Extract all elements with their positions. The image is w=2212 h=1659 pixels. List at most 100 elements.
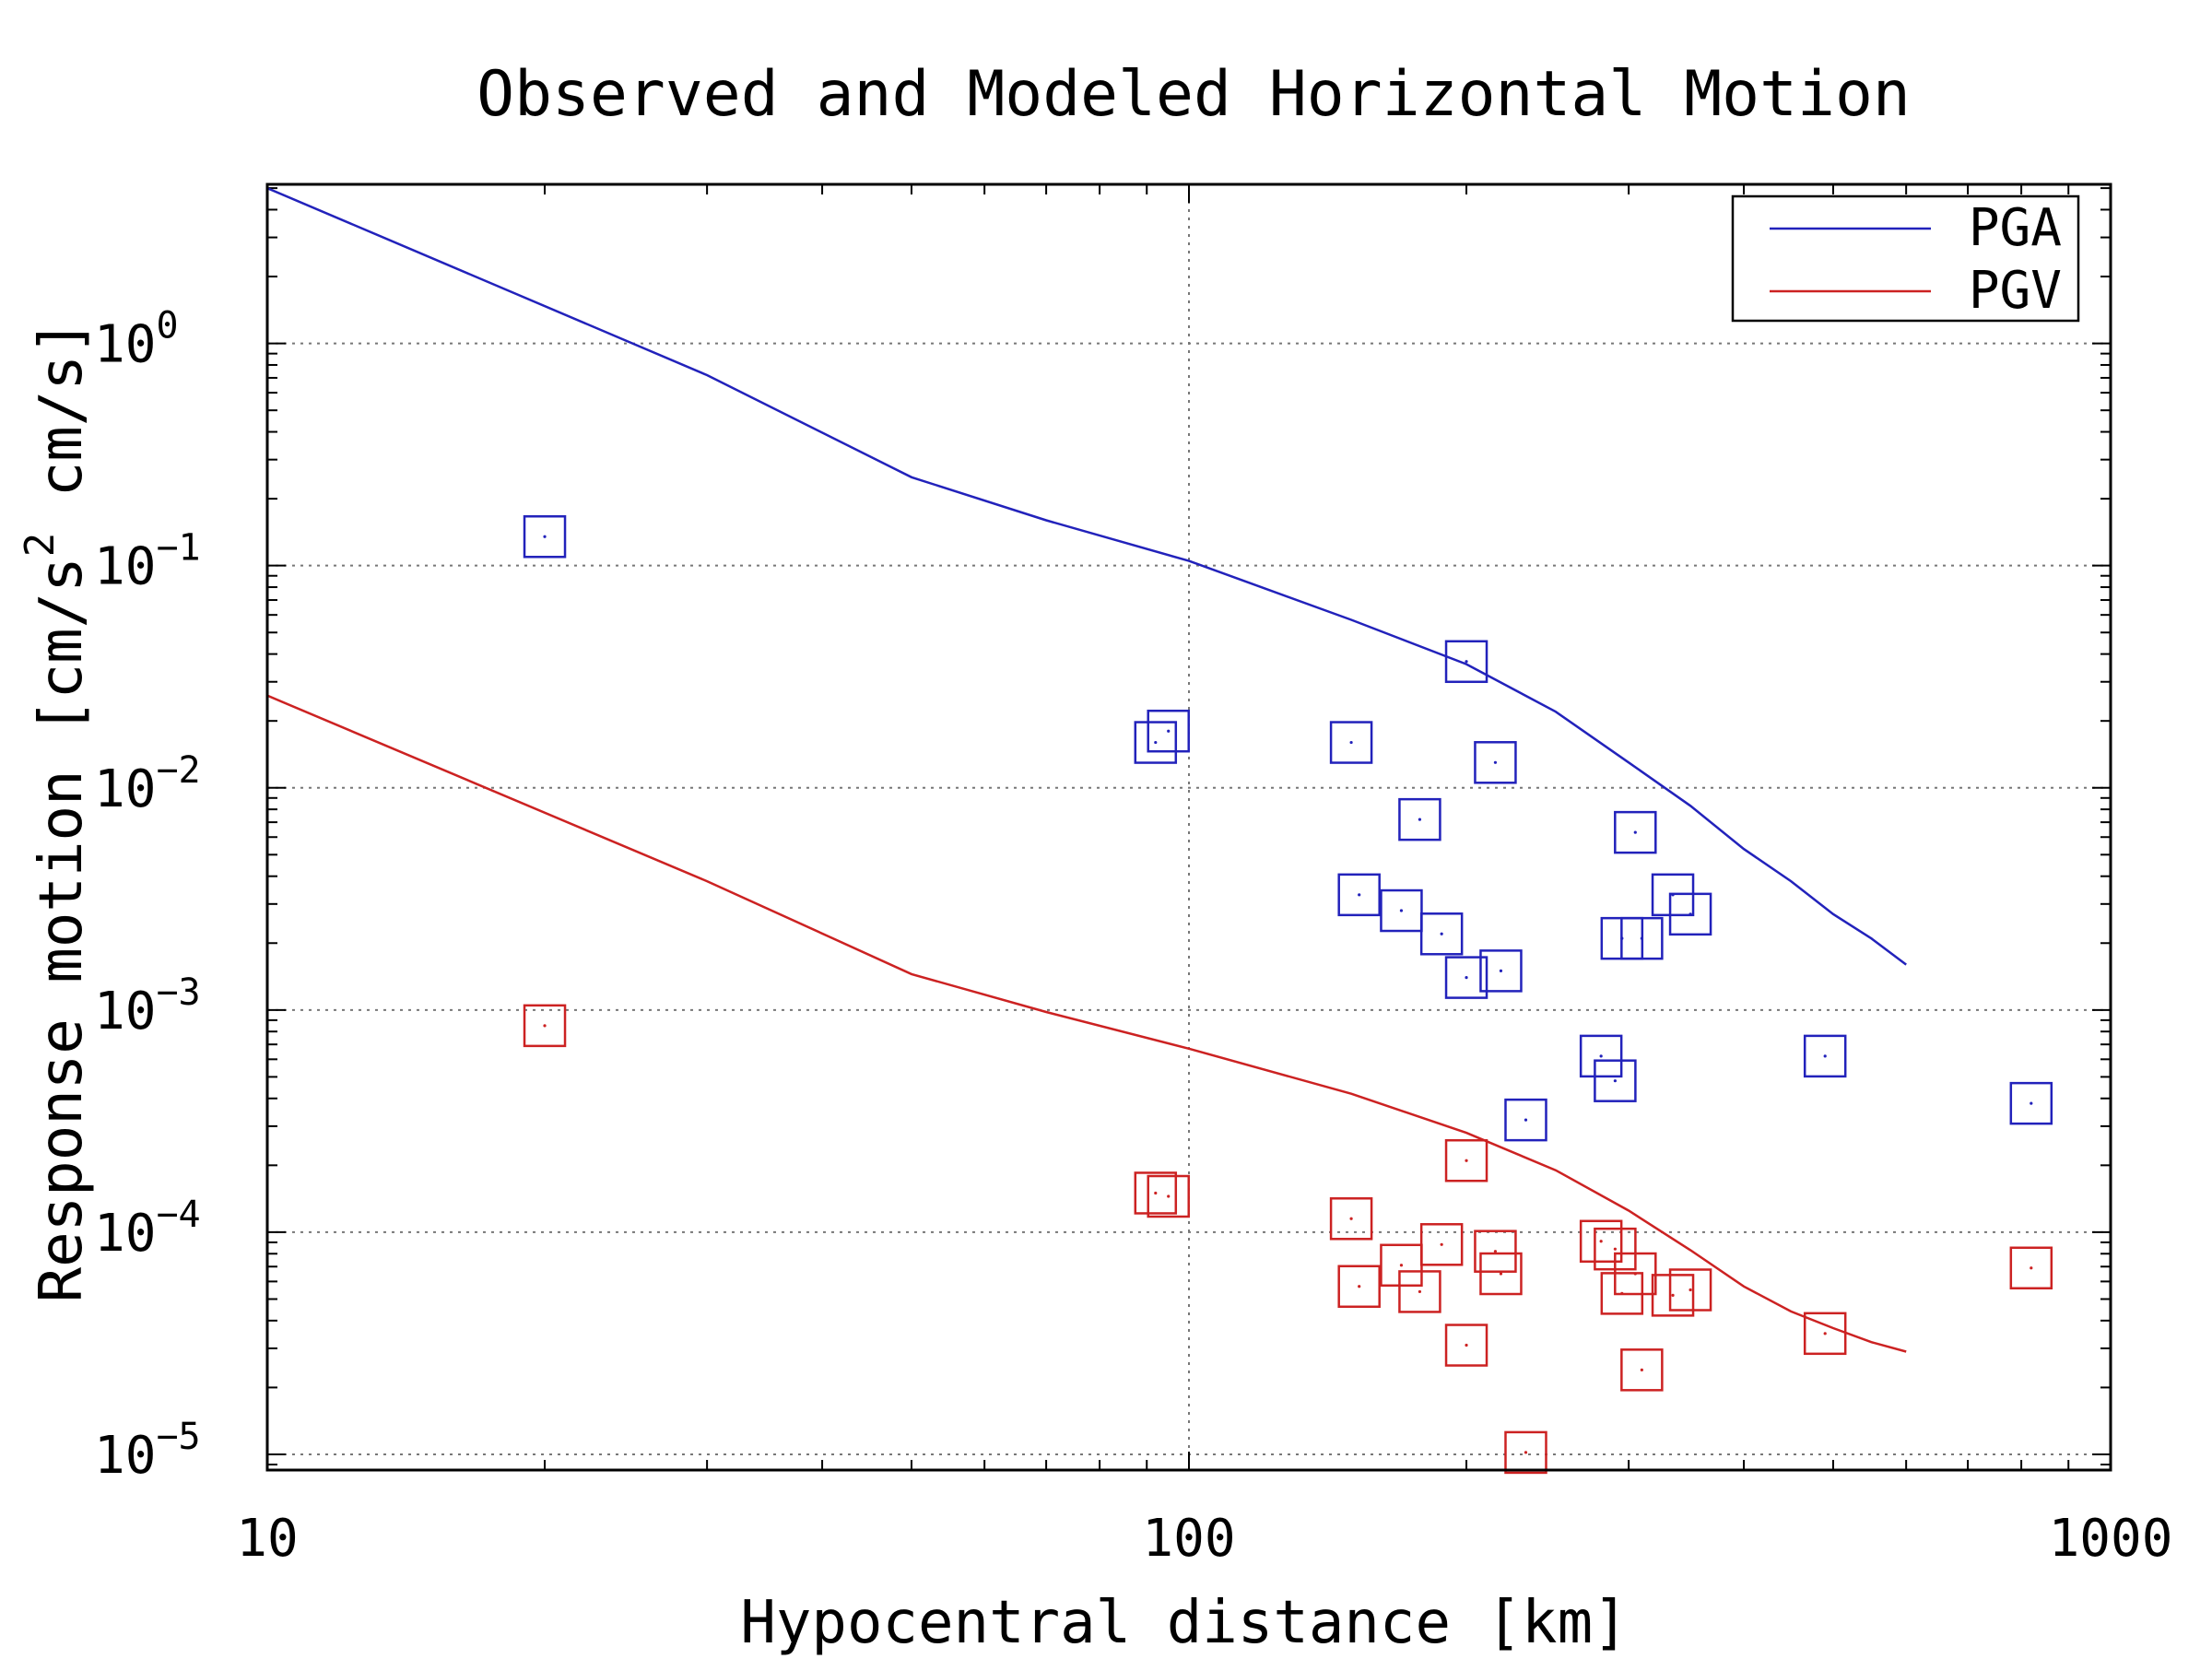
pga-observed-marker bbox=[1479, 949, 1523, 993]
pgv-observed-marker bbox=[1620, 1348, 1664, 1392]
pga-observed-marker bbox=[1594, 1059, 1637, 1102]
legend-label: PGA bbox=[1969, 198, 2062, 258]
pga-observed-marker bbox=[1444, 956, 1488, 999]
y-tick-label: 10−1 bbox=[94, 527, 201, 597]
pga-observed-marker-dot bbox=[1599, 1054, 1603, 1058]
pgv-observed-marker bbox=[1134, 1171, 1178, 1215]
pga-observed-marker bbox=[1398, 797, 1441, 841]
pgv-observed-marker bbox=[1444, 1138, 1488, 1182]
pga-observed-marker-dot bbox=[543, 535, 547, 538]
axis-ticks bbox=[266, 184, 2111, 1470]
pgv-observed-marker-dot bbox=[1499, 1272, 1503, 1276]
pgv-observed-marker-dot bbox=[1167, 1194, 1171, 1198]
pgv-observed-marker-dot bbox=[2030, 1266, 2033, 1270]
pga-observed-marker-dot bbox=[1465, 660, 1468, 664]
pgv-line bbox=[267, 694, 1907, 1353]
pgv-observed-marker bbox=[1651, 1274, 1695, 1317]
pgv-observed-marker-dot bbox=[1640, 1368, 1643, 1371]
pga-observed-marker-dot bbox=[1465, 976, 1468, 980]
x-tick-labels: 10 100 1000 bbox=[236, 1509, 2172, 1569]
y-tick-label: 10−4 bbox=[94, 1194, 201, 1264]
pgv-observed-marker-dot bbox=[1358, 1285, 1361, 1288]
pgv-observed-marker bbox=[1444, 1324, 1488, 1367]
pga-observed-marker bbox=[1444, 640, 1488, 684]
pgv-observed-marker-dot bbox=[1465, 1343, 1468, 1347]
pga-observed-marker-dot bbox=[1167, 729, 1171, 733]
plot-frame bbox=[265, 182, 2112, 1472]
pgv-observed-marker bbox=[1474, 1230, 1517, 1273]
pga-observed-marker-dot bbox=[1613, 1079, 1617, 1083]
pga-observed-marker bbox=[2009, 1081, 2053, 1125]
x-tick-label: 10 bbox=[236, 1509, 298, 1569]
pgv-observed-marker-dot bbox=[1349, 1217, 1353, 1220]
pgv-observed-marker bbox=[1614, 1252, 1657, 1296]
pga-observed-marker-dot bbox=[1524, 1118, 1528, 1122]
pgv-observed-marker bbox=[1329, 1197, 1373, 1241]
pga-observed-marker bbox=[1337, 873, 1381, 917]
pgv-observed-marker-dot bbox=[1823, 1332, 1827, 1335]
pga-observed-marker bbox=[1668, 892, 1712, 936]
legend-box bbox=[1731, 194, 2080, 323]
y-tick-label: 10−3 bbox=[94, 971, 201, 1041]
pgv-observed-marker-dot bbox=[1154, 1191, 1158, 1195]
pgv-observed-marker bbox=[1504, 1430, 1547, 1475]
pgv-observed-marker-dot bbox=[1465, 1159, 1468, 1162]
chart-title: Observed and Modeled Horizontal Motion bbox=[477, 58, 1911, 131]
pgv-observed-marker-dot bbox=[1524, 1451, 1528, 1454]
pga-observed-marker-dot bbox=[2030, 1101, 2033, 1105]
pga-observed-marker-dot bbox=[1349, 740, 1353, 745]
x-tick-label: 1000 bbox=[2049, 1509, 2173, 1569]
pgv-observed-marker-dot bbox=[543, 1024, 547, 1028]
pgv-observed-marker-dot bbox=[1599, 1240, 1603, 1243]
pgv-observed-marker bbox=[1668, 1268, 1712, 1312]
y-tick-labels: 10−5 10−4 10−3 10−2 10−1 100 bbox=[94, 305, 201, 1486]
pga-line bbox=[267, 186, 1907, 966]
series-layer bbox=[267, 186, 2053, 1475]
pga-observed-marker-dot bbox=[1154, 740, 1158, 745]
pgv-observed-marker bbox=[1579, 1219, 1623, 1264]
pga-observed-marker bbox=[1620, 916, 1664, 960]
pgv-observed-marker bbox=[1337, 1265, 1381, 1309]
x-tick-label: 100 bbox=[1142, 1509, 1235, 1569]
pga-observed-marker-dot bbox=[1493, 760, 1498, 764]
pgv-observed-marker-dot bbox=[1633, 1272, 1637, 1276]
y-tick-label: 10−2 bbox=[94, 749, 201, 819]
pgv-observed-marker-dot bbox=[1440, 1242, 1443, 1246]
pga-observed-marker-dot bbox=[1633, 830, 1637, 834]
x-axis-label: Hypocentral distance [km] bbox=[740, 1589, 1628, 1657]
pgv-observed-marker bbox=[1147, 1174, 1190, 1218]
pgv-observed-marker bbox=[1479, 1252, 1523, 1296]
pga-observed-marker-dot bbox=[1358, 893, 1361, 897]
pga-observed-marker bbox=[1803, 1034, 1847, 1078]
pga-observed-marker bbox=[1504, 1098, 1547, 1142]
pga-observed-marker-dot bbox=[1499, 969, 1503, 972]
pgv-observed-marker-dot bbox=[1418, 1289, 1422, 1294]
pga-observed-marker-dot bbox=[1399, 909, 1404, 912]
grid-lines bbox=[267, 184, 2111, 1470]
pga-observed-marker bbox=[1419, 912, 1464, 956]
pga-observed-marker bbox=[1614, 810, 1657, 854]
pga-observed-marker-dot bbox=[1418, 818, 1422, 821]
pga-observed-marker bbox=[1329, 721, 1373, 764]
pgv-observed-marker-dot bbox=[1688, 1288, 1692, 1292]
pga-observed-marker bbox=[523, 515, 567, 559]
y-tick-label: 10−5 bbox=[94, 1416, 201, 1486]
pga-observed-marker bbox=[1147, 709, 1190, 753]
y-tick-label: 100 bbox=[94, 305, 179, 375]
pga-observed-marker-dot bbox=[1823, 1054, 1827, 1058]
y-axis-label: Response motion [cm/s2 cm/s] bbox=[17, 320, 96, 1303]
pgv-observed-marker bbox=[1803, 1312, 1847, 1356]
pgv-observed-marker-dot bbox=[1399, 1264, 1404, 1267]
legend-label: PGV bbox=[1969, 261, 2062, 321]
pgv-observed-marker bbox=[2009, 1246, 2053, 1290]
pgv-observed-marker-dot bbox=[1671, 1293, 1675, 1297]
pgv-observed-marker-dot bbox=[1613, 1247, 1617, 1251]
pga-observed-marker-dot bbox=[1640, 936, 1643, 940]
pgv-observed-marker bbox=[523, 1004, 567, 1048]
pga-observed-marker bbox=[1579, 1034, 1623, 1078]
pga-observed-marker bbox=[1380, 888, 1423, 933]
pgv-observed-marker-dot bbox=[1493, 1250, 1498, 1253]
pga-observed-marker-dot bbox=[1688, 912, 1692, 916]
